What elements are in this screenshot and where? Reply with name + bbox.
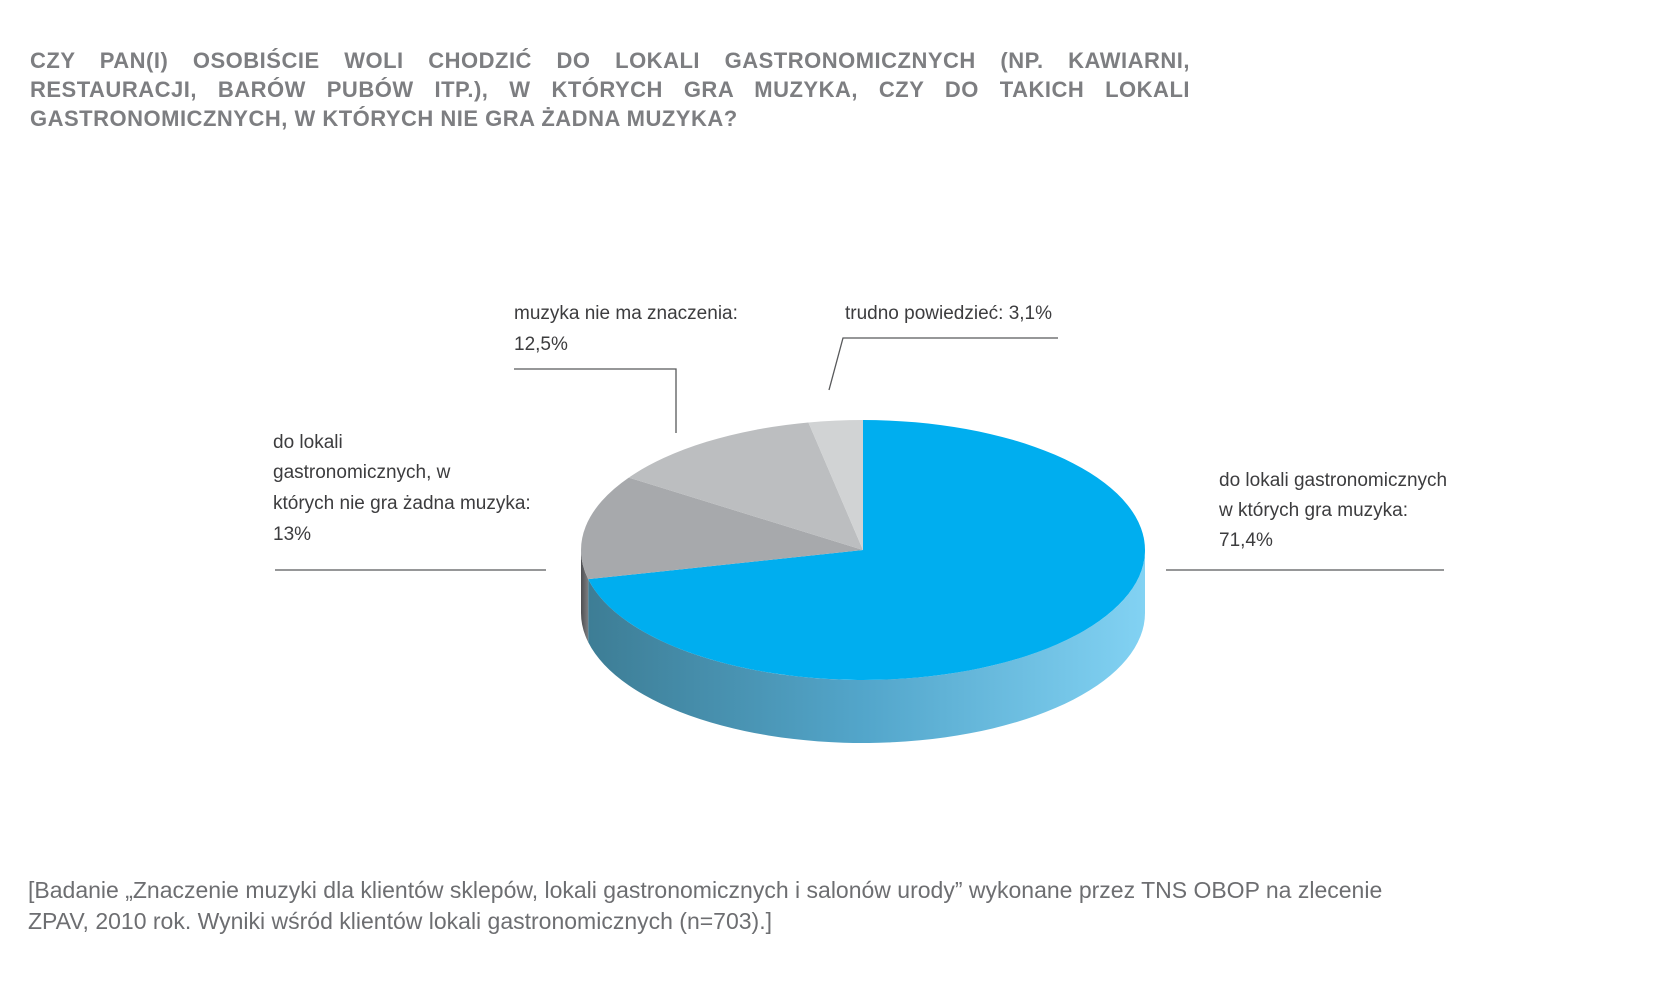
- slice-label-line: do lokali gastronomicznych: [1219, 470, 1447, 491]
- chart-title-line: RESTAURACJI, BARÓW PUBÓW ITP.), W KTÓRYC…: [30, 77, 1190, 102]
- leader-line: [514, 368, 677, 433]
- chart-title-line: GASTRONOMICZNYCH, W KTÓRYCH NIE GRA ŻADN…: [30, 106, 738, 131]
- slice-music: [588, 420, 1145, 680]
- slice-label-no-music: do lokali gastronomicznych, w których ni…: [273, 432, 531, 545]
- source-line: ZPAV, 2010 rok. Wyniki wśród klientów lo…: [28, 908, 772, 934]
- slice-label-line: muzyka nie ma znaczenia:: [514, 303, 738, 324]
- slice-label-line: trudno powiedzieć: 3,1%: [845, 303, 1052, 324]
- slice-label-value: 71,4%: [1219, 530, 1273, 551]
- slice-label-primary: do lokali gastronomicznych w których gra…: [1218, 470, 1447, 551]
- chart-title: CZY PAN(I) OSOBIŚCIE WOLI CHODZIĆ DO LOK…: [30, 46, 1190, 133]
- slice-hard-to-say: [808, 420, 863, 550]
- pie-tops: [581, 420, 1145, 680]
- slice-label-line: do lokali: [273, 432, 343, 453]
- slice-label-value: 13%: [273, 524, 311, 545]
- source-line: [Badanie „Znaczenie muzyki dla klientów …: [28, 877, 1383, 903]
- slice-label-hard-to-say: trudno powiedzieć: 3,1%: [845, 303, 1052, 324]
- slice-label-line: gastronomicznych, w: [273, 462, 451, 483]
- slice-label-line: których nie gra żadna muzyka:: [273, 493, 531, 514]
- slice-side-music: [588, 550, 1145, 743]
- slice-label-no-matter: muzyka nie ma znaczenia: 12,5%: [514, 303, 738, 355]
- slice-label-value: 12,5%: [514, 334, 568, 355]
- slice-label-line: w których gra muzyka:: [1218, 500, 1408, 521]
- slice-no-music: [581, 477, 863, 580]
- slice-side-no-music: [581, 550, 589, 643]
- leader-line: [828, 337, 1058, 391]
- leader-lines: [275, 337, 1444, 571]
- chart-title-line: CZY PAN(I) OSOBIŚCIE WOLI CHODZIĆ DO LOK…: [30, 48, 1190, 73]
- source-note: [Badanie „Znaczenie muzyki dla klientów …: [28, 875, 1648, 937]
- slice-no-matter: [628, 422, 863, 550]
- pie-sides: [581, 550, 1145, 743]
